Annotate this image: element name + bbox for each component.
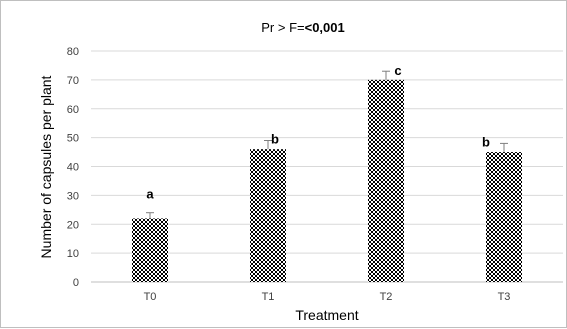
bar-t0: [132, 218, 168, 282]
x-tick-label: T2: [380, 291, 393, 303]
bars: [132, 79, 522, 282]
x-tick-label: T3: [498, 291, 511, 303]
y-tick-label: 60: [67, 104, 79, 116]
y-tick-label: 30: [67, 190, 79, 202]
x-tick-label: T0: [144, 291, 157, 303]
y-tick-label: 70: [67, 75, 79, 87]
y-tick-labels: 0 10 20 30 40 50 60 70 80: [67, 46, 79, 289]
x-axis-title: Treatment: [295, 307, 358, 323]
y-tick-label: 80: [67, 46, 79, 58]
significance-letter: a: [146, 187, 154, 202]
y-tick-label: 20: [67, 219, 79, 231]
y-tick-label: 0: [73, 277, 79, 289]
bar-t2: [368, 79, 404, 282]
y-tick-label: 10: [67, 248, 79, 260]
significance-letters: a b c b: [146, 63, 490, 201]
chart-title: Pr > F=<0,001: [261, 20, 344, 35]
significance-letter: b: [482, 134, 490, 149]
bar-t1: [250, 149, 286, 282]
x-tick-label: T1: [262, 291, 275, 303]
x-tick-labels: T0 T1 T2 T3: [144, 291, 511, 303]
y-tick-label: 40: [67, 162, 79, 174]
y-axis-title: Number of capsules per plant: [38, 75, 54, 258]
significance-letter: b: [271, 132, 279, 147]
y-tick-label: 50: [67, 133, 79, 145]
grid-lines: [91, 50, 563, 283]
error-bars: [146, 70, 508, 219]
bar-t3: [486, 152, 522, 282]
significance-letter: c: [394, 63, 401, 78]
